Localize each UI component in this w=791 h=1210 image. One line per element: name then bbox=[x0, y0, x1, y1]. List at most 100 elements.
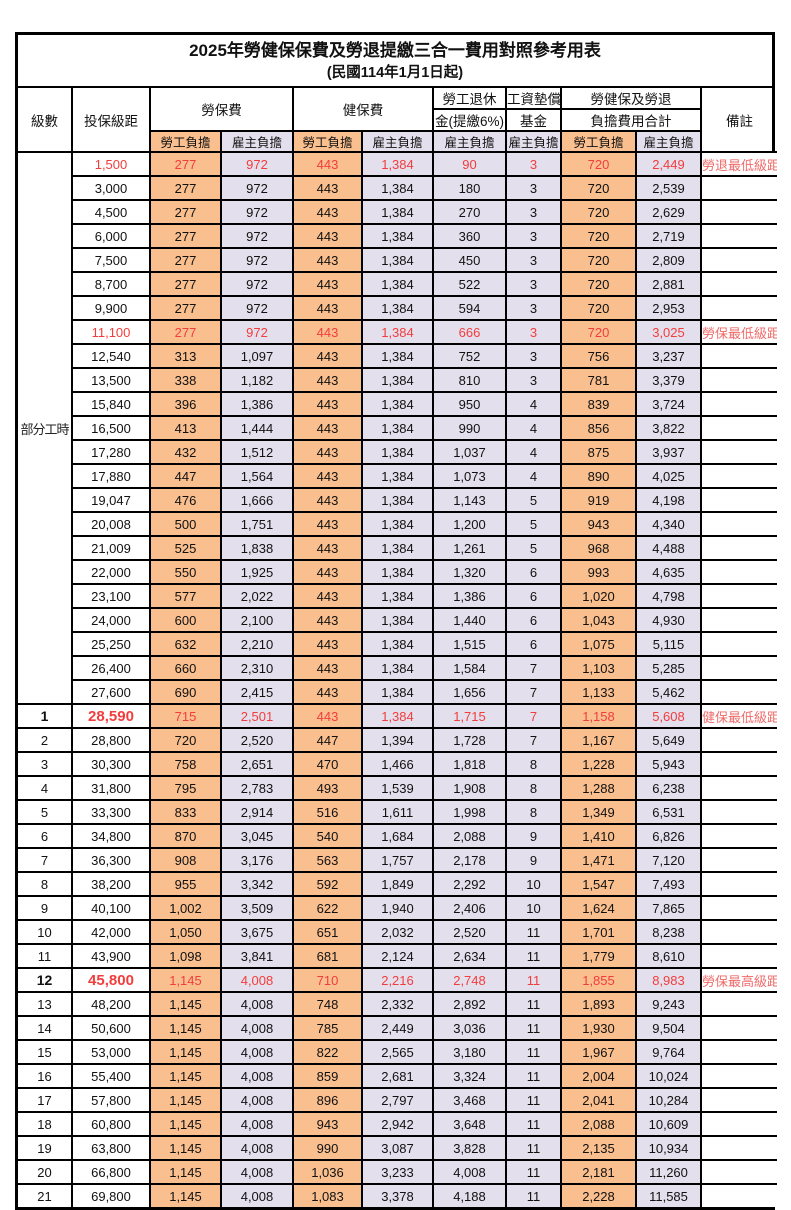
cell-level: 11 bbox=[17, 943, 73, 969]
cell-labor-insurance-employer: 4,008 bbox=[220, 991, 294, 1017]
cell-total-employer: 10,284 bbox=[635, 1087, 702, 1113]
cell-total-employer: 8,610 bbox=[635, 943, 702, 969]
cell-total-employee: 890 bbox=[560, 463, 637, 489]
cell-pension-employer: 752 bbox=[432, 343, 507, 369]
cell-bracket: 1,500 bbox=[71, 151, 151, 177]
cell-remark bbox=[700, 751, 778, 777]
cell-bracket: 9,900 bbox=[71, 295, 151, 321]
cell-health-insurance-employee: 563 bbox=[292, 847, 363, 873]
cell-remark bbox=[700, 583, 778, 609]
cell-total-employer: 2,539 bbox=[635, 175, 702, 201]
table-row: 24,000 600 2,100 443 1,384 1,440 6 1,043 4,930 bbox=[18, 607, 778, 633]
cell-total-employee: 1,701 bbox=[560, 919, 637, 945]
cell-health-insurance-employee: 443 bbox=[292, 607, 363, 633]
cell-wage-fund-employer: 4 bbox=[505, 463, 562, 489]
cell-wage-fund-employer: 11 bbox=[505, 1087, 562, 1113]
cell-bracket: 7,500 bbox=[71, 247, 151, 273]
cell-total-employer: 3,379 bbox=[635, 367, 702, 393]
premium-reference-sheet: 2025年勞健保保費及勞退提繳三合一費用對照參考用表 (民國114年1月1日起)… bbox=[15, 32, 778, 1210]
cell-health-insurance-employee: 443 bbox=[292, 631, 363, 657]
cell-health-insurance-employee: 443 bbox=[292, 367, 363, 393]
cell-labor-insurance-employee: 758 bbox=[149, 751, 222, 777]
cell-labor-insurance-employer: 4,008 bbox=[220, 1063, 294, 1089]
table-row: 20 66,800 1,145 4,008 1,036 3,233 4,008 11 2,181… bbox=[17, 1159, 778, 1185]
cell-remark bbox=[700, 871, 778, 897]
cell-wage-fund-employer: 4 bbox=[505, 415, 562, 441]
cell-total-employer: 10,934 bbox=[635, 1135, 702, 1161]
cell-total-employee: 968 bbox=[560, 535, 637, 561]
subheader-total-employer: 雇主負擔 bbox=[635, 130, 702, 153]
cell-total-employee: 1,167 bbox=[560, 727, 637, 753]
cell-pension-employer: 522 bbox=[432, 271, 507, 297]
cell-bracket: 19,047 bbox=[71, 487, 151, 513]
cell-labor-insurance-employee: 396 bbox=[149, 391, 222, 417]
cell-pension-employer: 4,188 bbox=[432, 1183, 507, 1208]
cell-level: 16 bbox=[17, 1063, 73, 1089]
cell-remark bbox=[700, 655, 778, 681]
title-block: 2025年勞健保保費及勞退提繳三合一費用對照參考用表 (民國114年1月1日起) bbox=[18, 35, 772, 88]
group-header-wage-fund-line2: 基金 bbox=[505, 108, 562, 132]
table-row: 部分工時 1,500 277 972 443 1,384 90 3 720 2,449 勞退最低級距 bbox=[17, 151, 778, 705]
table-row: 17,880 447 1,564 443 1,384 1,073 4 890 4,025 bbox=[18, 463, 778, 489]
cell-wage-fund-employer: 5 bbox=[505, 487, 562, 513]
cell-total-employee: 781 bbox=[560, 367, 637, 393]
cell-bracket: 24,000 bbox=[71, 607, 151, 633]
cell-remark bbox=[700, 1135, 778, 1161]
cell-remark bbox=[700, 487, 778, 513]
cell-remark bbox=[700, 535, 778, 561]
cell-wage-fund-employer: 3 bbox=[505, 271, 562, 297]
cell-health-insurance-employee: 710 bbox=[292, 967, 363, 993]
cell-health-insurance-employer: 2,124 bbox=[361, 943, 434, 969]
cell-level: 19 bbox=[17, 1135, 73, 1161]
cell-pension-employer: 810 bbox=[432, 367, 507, 393]
cell-total-employer: 9,764 bbox=[635, 1039, 702, 1065]
cell-health-insurance-employee: 1,083 bbox=[292, 1183, 363, 1208]
cell-labor-insurance-employer: 1,444 bbox=[220, 415, 294, 441]
cell-remark bbox=[700, 1111, 778, 1137]
cell-labor-insurance-employee: 1,145 bbox=[149, 1015, 222, 1041]
cell-health-insurance-employer: 1,384 bbox=[361, 463, 434, 489]
cell-total-employer: 2,629 bbox=[635, 199, 702, 225]
cell-labor-insurance-employee: 908 bbox=[149, 847, 222, 873]
cell-labor-insurance-employer: 3,841 bbox=[220, 943, 294, 969]
cell-bracket: 69,800 bbox=[71, 1183, 151, 1208]
cell-total-employee: 720 bbox=[560, 223, 637, 249]
cell-wage-fund-employer: 3 bbox=[505, 151, 562, 177]
cell-health-insurance-employer: 2,797 bbox=[361, 1087, 434, 1113]
cell-wage-fund-employer: 3 bbox=[505, 367, 562, 393]
cell-remark bbox=[700, 727, 778, 753]
table-row: 7,500 277 972 443 1,384 450 3 720 2,809 bbox=[18, 247, 778, 273]
cell-remark bbox=[700, 943, 778, 969]
subheader-labor-insurance-employee: 勞工負擔 bbox=[149, 130, 222, 153]
cell-health-insurance-employer: 1,849 bbox=[361, 871, 434, 897]
cell-health-insurance-employee: 443 bbox=[292, 151, 363, 177]
cell-level: 5 bbox=[17, 799, 73, 825]
cell-health-insurance-employee: 447 bbox=[292, 727, 363, 753]
cell-health-insurance-employee: 785 bbox=[292, 1015, 363, 1041]
cell-total-employer: 2,881 bbox=[635, 271, 702, 297]
cell-level: 17 bbox=[17, 1087, 73, 1113]
cell-bracket: 31,800 bbox=[71, 775, 151, 801]
cell-labor-insurance-employee: 715 bbox=[149, 703, 222, 729]
cell-labor-insurance-employee: 632 bbox=[149, 631, 222, 657]
table-row: 17,280 432 1,512 443 1,384 1,037 4 875 3,937 bbox=[18, 439, 778, 465]
subheader-labor-insurance-employer: 雇主負擔 bbox=[220, 130, 294, 153]
cell-pension-employer: 1,728 bbox=[432, 727, 507, 753]
cell-wage-fund-employer: 11 bbox=[505, 967, 562, 993]
cell-health-insurance-employee: 622 bbox=[292, 895, 363, 921]
cell-remark bbox=[700, 895, 778, 921]
cell-wage-fund-employer: 11 bbox=[505, 1015, 562, 1041]
cell-health-insurance-employee: 443 bbox=[292, 559, 363, 585]
cell-labor-insurance-employee: 277 bbox=[149, 175, 222, 201]
cell-pension-employer: 1,584 bbox=[432, 655, 507, 681]
cell-remark bbox=[700, 1063, 778, 1089]
table-row: 11 43,900 1,098 3,841 681 2,124 2,634 11 1,779 8,… bbox=[17, 943, 778, 969]
cell-total-employer: 2,719 bbox=[635, 223, 702, 249]
table-row: 18 60,800 1,145 4,008 943 2,942 3,648 11 2,088 10… bbox=[17, 1111, 778, 1137]
cell-total-employer: 6,826 bbox=[635, 823, 702, 849]
cell-total-employer: 2,953 bbox=[635, 295, 702, 321]
cell-health-insurance-employer: 1,384 bbox=[361, 631, 434, 657]
cell-health-insurance-employee: 443 bbox=[292, 271, 363, 297]
subheader-pension-employer: 雇主負擔 bbox=[432, 130, 507, 153]
cell-wage-fund-employer: 11 bbox=[505, 943, 562, 969]
